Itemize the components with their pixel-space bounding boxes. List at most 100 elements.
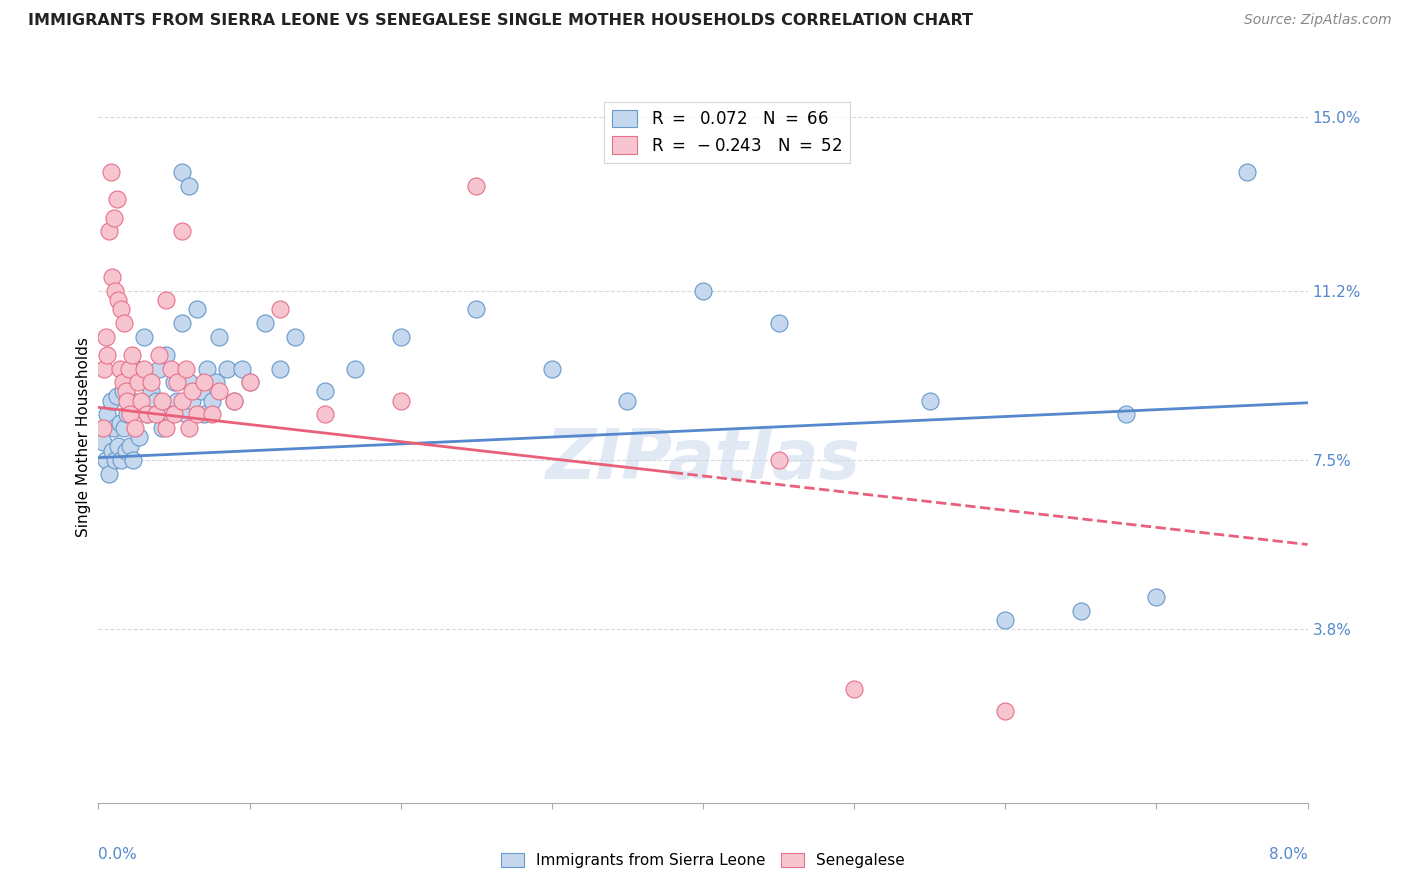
- Point: [101, 443, 124, 458]
- Point: [253, 316, 276, 330]
- Point: [389, 393, 412, 408]
- Point: [170, 393, 193, 408]
- Point: [155, 421, 177, 435]
- Point: [314, 407, 336, 421]
- Point: [118, 376, 141, 390]
- Point: [768, 316, 790, 330]
- Point: [389, 329, 412, 343]
- Point: [145, 407, 167, 421]
- Point: [107, 293, 129, 307]
- Point: [239, 376, 262, 390]
- Point: [181, 384, 204, 399]
- Point: [125, 361, 148, 376]
- Point: [132, 361, 155, 376]
- Point: [135, 407, 157, 421]
- Point: [170, 224, 193, 238]
- Point: [186, 407, 208, 421]
- Text: IMMIGRANTS FROM SIERRA LEONE VS SENEGALESE SINGLE MOTHER HOUSEHOLDS CORRELATION : IMMIGRANTS FROM SIERRA LEONE VS SENEGALE…: [28, 13, 973, 29]
- Point: [179, 421, 201, 435]
- Point: [179, 178, 201, 193]
- Point: [148, 361, 170, 376]
- Point: [135, 407, 157, 421]
- Point: [1236, 165, 1258, 179]
- Point: [94, 453, 117, 467]
- Point: [108, 417, 131, 431]
- Point: [121, 348, 143, 362]
- Point: [103, 211, 125, 225]
- Point: [174, 407, 197, 421]
- Point: [692, 284, 714, 298]
- Point: [111, 376, 134, 390]
- Point: [844, 681, 866, 696]
- Point: [239, 376, 262, 390]
- Point: [170, 165, 193, 179]
- Point: [163, 376, 186, 390]
- Text: ZIPatlas: ZIPatlas: [546, 425, 860, 492]
- Point: [124, 421, 146, 435]
- Point: [100, 165, 122, 179]
- Point: [284, 329, 307, 343]
- Point: [93, 361, 115, 376]
- Point: [166, 393, 188, 408]
- Point: [98, 467, 121, 481]
- Point: [112, 316, 135, 330]
- Point: [269, 361, 291, 376]
- Text: Source: ZipAtlas.com: Source: ZipAtlas.com: [1244, 13, 1392, 28]
- Point: [994, 613, 1017, 627]
- Text: 8.0%: 8.0%: [1268, 847, 1308, 862]
- Point: [103, 421, 125, 435]
- Legend: $\mathregular{R\ =\ \ 0.072\quad N\ =\ 66}$, $\mathregular{R\ =\ -0.243\quad N\ : $\mathregular{R\ =\ \ 0.072\quad N\ =\ 6…: [605, 102, 851, 163]
- Point: [148, 348, 170, 362]
- Point: [118, 361, 141, 376]
- Point: [104, 284, 127, 298]
- Point: [201, 393, 224, 408]
- Point: [150, 421, 173, 435]
- Point: [155, 293, 177, 307]
- Point: [195, 361, 218, 376]
- Point: [115, 393, 138, 408]
- Point: [344, 361, 367, 376]
- Y-axis label: Single Mother Households: Single Mother Households: [76, 337, 91, 537]
- Point: [186, 301, 208, 317]
- Point: [224, 393, 246, 408]
- Point: [110, 301, 132, 317]
- Point: [114, 443, 136, 458]
- Point: [91, 421, 114, 435]
- Point: [112, 421, 135, 435]
- Point: [541, 361, 564, 376]
- Point: [174, 361, 197, 376]
- Point: [465, 178, 488, 193]
- Point: [96, 348, 118, 362]
- Point: [120, 407, 142, 421]
- Point: [121, 393, 143, 408]
- Point: [918, 393, 941, 408]
- Point: [150, 393, 173, 408]
- Point: [1146, 590, 1168, 604]
- Point: [101, 270, 124, 285]
- Point: [104, 453, 127, 467]
- Point: [1070, 604, 1092, 618]
- Point: [163, 407, 186, 421]
- Point: [141, 376, 163, 390]
- Point: [160, 407, 183, 421]
- Point: [160, 361, 183, 376]
- Point: [155, 348, 177, 362]
- Point: [166, 376, 188, 390]
- Point: [128, 430, 150, 444]
- Point: [111, 384, 134, 399]
- Point: [314, 384, 336, 399]
- Point: [201, 407, 224, 421]
- Point: [114, 384, 136, 399]
- Point: [94, 329, 117, 343]
- Point: [110, 453, 132, 467]
- Point: [122, 453, 145, 467]
- Point: [215, 361, 238, 376]
- Point: [129, 393, 152, 408]
- Point: [98, 224, 121, 238]
- Point: [108, 361, 131, 376]
- Point: [115, 407, 138, 421]
- Point: [193, 407, 215, 421]
- Point: [193, 376, 215, 390]
- Point: [768, 453, 790, 467]
- Point: [231, 361, 253, 376]
